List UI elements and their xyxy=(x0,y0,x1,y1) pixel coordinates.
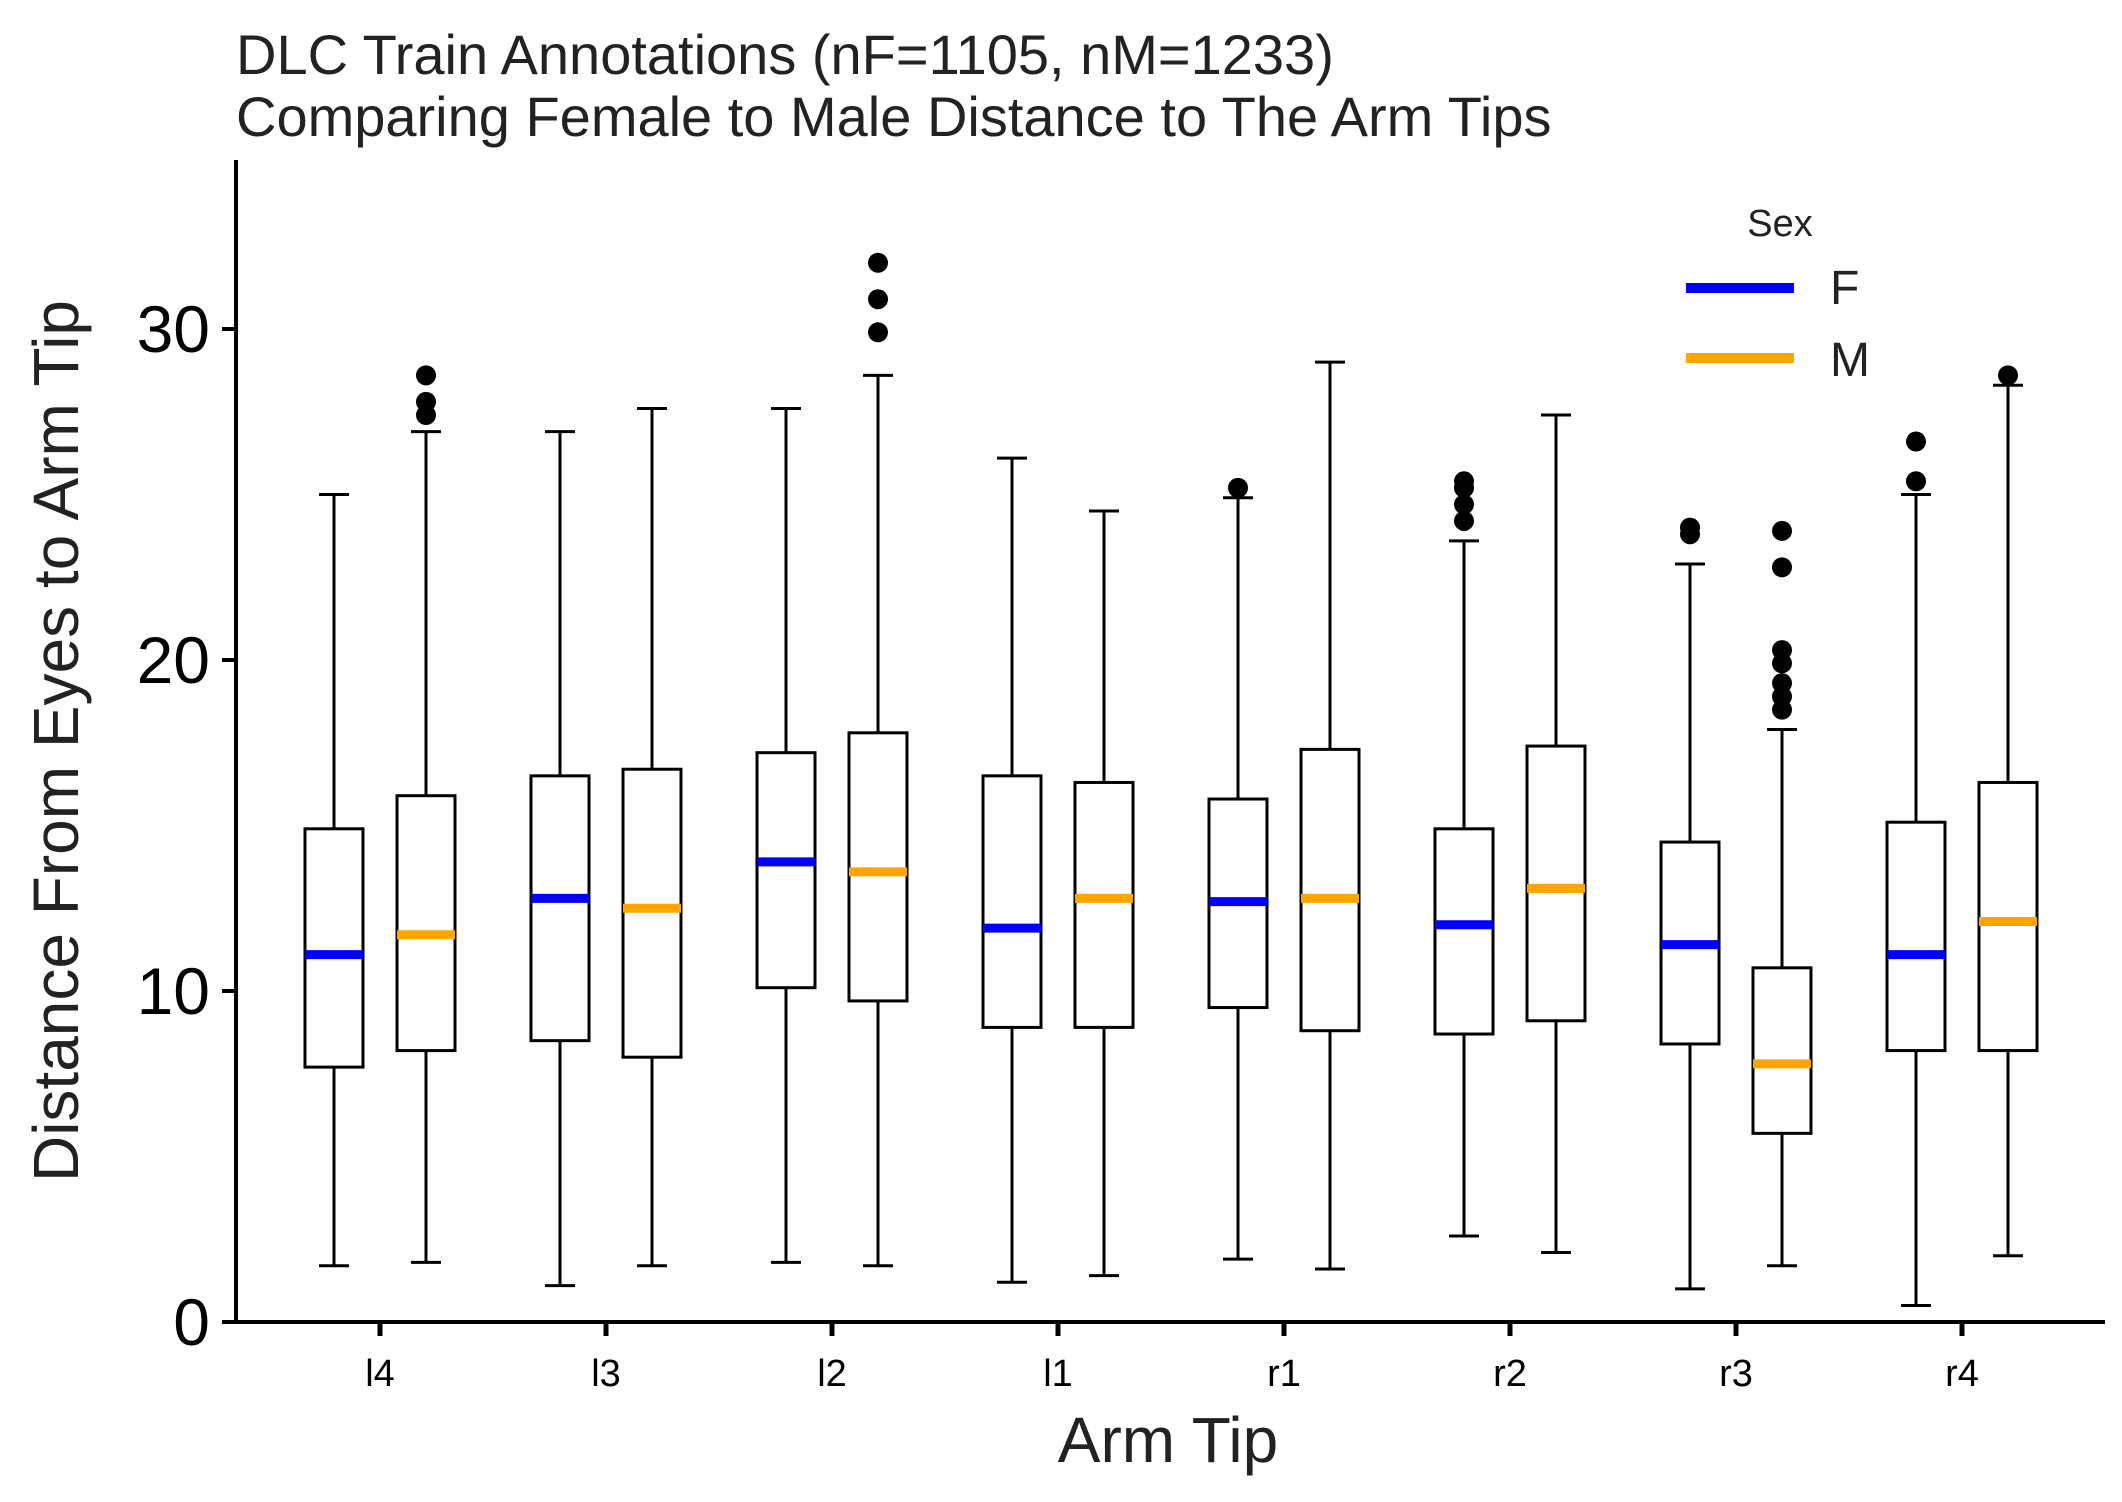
outlier-point xyxy=(1772,673,1792,694)
y-axis-ticks: 0 10 20 30 xyxy=(137,292,236,1359)
box-iqr xyxy=(847,731,909,1003)
box-iqr xyxy=(395,794,457,1053)
outlier-point xyxy=(868,289,888,310)
outlier-point xyxy=(868,252,888,273)
x-tick-label: r1 xyxy=(1267,1353,1301,1395)
box-m-r2 xyxy=(1525,413,1587,1254)
outlier-point xyxy=(1772,557,1792,578)
y-tick-label: 30 xyxy=(137,292,210,366)
box-m-l2 xyxy=(847,252,909,1268)
box-iqr xyxy=(981,774,1043,1029)
box-iqr xyxy=(621,767,683,1059)
box-m-r1 xyxy=(1299,360,1361,1271)
x-tick-label: l1 xyxy=(1043,1353,1073,1395)
x-tick-label: l2 xyxy=(817,1353,847,1395)
outlier-point xyxy=(416,391,436,412)
x-tick-label: r4 xyxy=(1945,1353,1979,1395)
outlier-point xyxy=(1454,471,1474,492)
box-iqr xyxy=(303,827,365,1069)
outlier-point xyxy=(1454,510,1474,531)
box-iqr xyxy=(1885,820,1947,1053)
box-iqr xyxy=(1299,747,1361,1033)
box-f-r2 xyxy=(1433,471,1495,1238)
box-f-l1 xyxy=(981,456,1043,1284)
box-f-r4 xyxy=(1885,431,1947,1307)
outlier-point xyxy=(1906,431,1926,452)
outlier-point xyxy=(1680,517,1700,538)
legend-label-m: M xyxy=(1830,334,1870,387)
plot-area xyxy=(303,252,2039,1307)
box-m-l4 xyxy=(395,365,457,1264)
box-f-r1 xyxy=(1207,477,1269,1261)
y-tick-label: 0 xyxy=(173,1285,210,1359)
outlier-point xyxy=(1454,494,1474,515)
chart-title-line-1: DLC Train Annotations (nF=1105, nM=1233) xyxy=(236,23,1334,86)
x-tick-label: r3 xyxy=(1719,1353,1753,1395)
outlier-point xyxy=(1998,365,2018,386)
y-tick-label: 20 xyxy=(137,623,210,697)
legend: Sex F M xyxy=(1686,203,1870,387)
x-tick-label: r2 xyxy=(1493,1353,1527,1395)
box-iqr xyxy=(755,751,817,990)
x-axis-ticks: l4 l3 l2 l1 r1 r2 r3 r4 xyxy=(365,1322,1979,1395)
box-m-l1 xyxy=(1073,509,1135,1278)
outlier-point xyxy=(868,322,888,343)
outlier-point xyxy=(1906,471,1926,492)
outlier-point xyxy=(1772,640,1792,661)
box-iqr xyxy=(1073,780,1135,1029)
x-tick-label: l4 xyxy=(365,1353,395,1395)
y-axis-label: Distance From Eyes to Arm Tip xyxy=(20,300,92,1182)
outlier-point xyxy=(1228,477,1248,498)
outlier-point xyxy=(1772,520,1792,541)
outlier-point xyxy=(416,365,436,386)
legend-title: Sex xyxy=(1747,203,1812,245)
box-m-r4 xyxy=(1977,365,2039,1258)
y-tick-label: 10 xyxy=(137,954,210,1028)
box-m-r3 xyxy=(1751,520,1813,1268)
box-iqr xyxy=(1525,744,1587,1023)
chart-title-line-2: Comparing Female to Male Distance to The… xyxy=(236,85,1552,148)
box-f-l2 xyxy=(755,406,817,1264)
box-m-l3 xyxy=(621,406,683,1268)
box-f-r3 xyxy=(1659,517,1721,1291)
box-iqr xyxy=(1433,827,1495,1036)
legend-label-f: F xyxy=(1830,262,1859,315)
x-tick-label: l3 xyxy=(591,1353,621,1395)
box-f-l3 xyxy=(529,430,591,1288)
box-iqr xyxy=(529,774,591,1043)
box-f-l4 xyxy=(303,493,365,1268)
box-iqr xyxy=(1751,966,1813,1135)
x-axis-label: Arm Tip xyxy=(1058,1404,1278,1476)
box-iqr xyxy=(1977,780,2039,1053)
